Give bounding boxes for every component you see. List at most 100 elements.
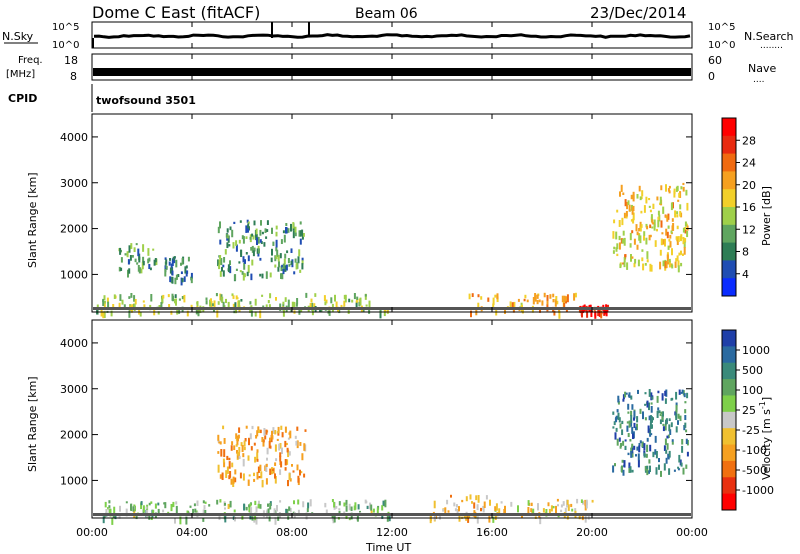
- data-cell: [328, 310, 331, 316]
- data-cell: [612, 426, 615, 429]
- data-cell: [628, 467, 631, 473]
- data-cell: [624, 254, 627, 258]
- data-cell: [603, 307, 606, 315]
- data-cell: [299, 442, 302, 446]
- data-cell: [219, 221, 221, 229]
- data-cell: [294, 435, 297, 439]
- data-cell: [152, 509, 155, 515]
- data-cell: [289, 430, 292, 439]
- colorbar-tick-label: 12: [742, 223, 756, 236]
- data-cell: [622, 230, 625, 236]
- data-cell: [275, 255, 278, 260]
- time-tick-label: 04:00: [176, 526, 208, 539]
- data-cell: [230, 445, 233, 451]
- data-cell: [271, 227, 273, 234]
- data-cell: [118, 302, 121, 310]
- data-cell: [483, 501, 486, 509]
- data-cell: [249, 301, 252, 305]
- data-cell: [292, 470, 295, 473]
- data-cell: [233, 509, 236, 513]
- data-cell: [224, 502, 226, 506]
- data-cell: [638, 233, 641, 241]
- data-cell: [677, 413, 680, 419]
- data-cell: [106, 297, 109, 303]
- data-cell: [299, 221, 302, 225]
- data-cell: [680, 391, 683, 394]
- data-cell: [227, 264, 230, 273]
- data-cell: [261, 273, 264, 279]
- data-cell: [279, 515, 281, 519]
- data-cell: [372, 508, 375, 513]
- data-cell: [292, 230, 295, 239]
- data-cell: [678, 192, 681, 198]
- data-cell: [630, 194, 633, 200]
- data-cell: [496, 296, 499, 303]
- data-cell: [669, 429, 672, 435]
- data-cell: [498, 508, 501, 515]
- data-cell: [561, 295, 564, 303]
- data-cell: [131, 255, 134, 258]
- data-cell: [258, 248, 260, 254]
- data-cell: [644, 465, 647, 471]
- data-cell: [626, 425, 629, 432]
- data-cell: [668, 450, 671, 458]
- data-cell: [627, 452, 630, 456]
- data-cell: [381, 514, 384, 519]
- data-cell: [682, 467, 685, 475]
- data-cell: [621, 239, 624, 244]
- data-cell: [190, 277, 193, 284]
- data-cell: [251, 259, 254, 266]
- data-cell: [370, 504, 373, 511]
- data-cell: [489, 499, 491, 506]
- data-cell: [370, 510, 373, 514]
- data-cell: [215, 293, 218, 297]
- data-cell: [621, 465, 623, 473]
- data-cell: [591, 499, 594, 503]
- data-cell: [631, 443, 634, 448]
- data-cell: [686, 451, 689, 457]
- data-cell: [228, 244, 231, 247]
- data-cell: [524, 294, 527, 299]
- range-tick-label: 4000: [60, 337, 88, 350]
- data-cell: [133, 295, 136, 302]
- data-cell: [165, 265, 168, 269]
- data-cell: [222, 301, 225, 308]
- data-cell: [268, 441, 271, 449]
- data-cell: [616, 409, 619, 413]
- data-cell: [615, 231, 618, 240]
- data-cell: [289, 478, 292, 482]
- data-cell: [628, 462, 631, 469]
- data-cell: [347, 307, 350, 314]
- data-cell: [210, 301, 213, 309]
- data-cell: [682, 390, 685, 396]
- data-cell: [265, 429, 268, 435]
- data-cell: [254, 298, 257, 306]
- data-cell: [682, 227, 685, 233]
- data-cell: [163, 502, 166, 505]
- data-cell: [685, 429, 688, 433]
- data-cell: [237, 435, 239, 442]
- data-cell: [667, 225, 670, 229]
- data-cell: [239, 220, 242, 223]
- colorbar-segment: [722, 135, 736, 155]
- data-cell: [175, 274, 178, 280]
- data-cell: [253, 478, 256, 482]
- data-cell: [555, 296, 558, 301]
- data-cell: [274, 517, 277, 525]
- data-cell: [162, 509, 165, 513]
- data-cell: [280, 239, 283, 244]
- data-cell: [461, 499, 464, 503]
- colorbar-segment: [722, 477, 736, 495]
- data-cell: [648, 205, 651, 208]
- data-cell: [245, 236, 248, 240]
- data-cell: [242, 272, 245, 281]
- data-cell: [509, 301, 512, 308]
- data-cell: [627, 200, 630, 206]
- data-cell: [140, 268, 143, 274]
- data-cell: [120, 257, 123, 263]
- data-cell: [353, 505, 356, 511]
- data-cell: [643, 235, 645, 241]
- data-cell: [118, 514, 121, 519]
- data-cell: [294, 226, 297, 233]
